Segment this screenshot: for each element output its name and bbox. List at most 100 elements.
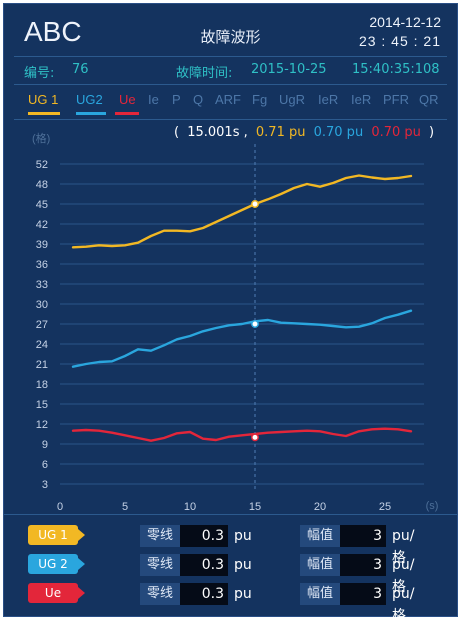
tab-active-indicator bbox=[115, 112, 139, 115]
y-tick-label: 6 bbox=[42, 459, 48, 471]
channel-tag[interactable]: UG 2 bbox=[28, 554, 78, 574]
amplitude-unit: pu/格 bbox=[392, 557, 415, 595]
amplitude-label: 幅值 bbox=[300, 554, 340, 576]
series-line-1 bbox=[71, 309, 413, 368]
tab-ier-2[interactable]: IeR bbox=[351, 92, 371, 107]
tab-label: PFR bbox=[383, 92, 409, 107]
zero-line-label: 零线 bbox=[140, 525, 180, 547]
fault-waveform-screen: ABC 故障波形 2014-12-12 23 : 45 : 21 编号: 76 … bbox=[3, 3, 459, 624]
y-tick-label: 9 bbox=[42, 439, 48, 451]
fault-time-label: 故障时间: bbox=[176, 66, 233, 81]
current-time: 23 : 45 : 21 bbox=[358, 33, 441, 49]
tab-arf[interactable]: ARF bbox=[215, 92, 241, 107]
y-tick-label: 18 bbox=[36, 379, 48, 391]
zero-line-value[interactable]: 0.3 bbox=[180, 525, 228, 547]
tab-label: P bbox=[172, 92, 181, 107]
tab-fg[interactable]: Fg bbox=[252, 92, 267, 107]
zero-line-value[interactable]: 0.3 bbox=[180, 554, 228, 576]
series-line-0 bbox=[71, 174, 413, 249]
readout-time: 15.001s , bbox=[187, 125, 248, 140]
header-divider bbox=[14, 56, 447, 57]
amplitude-value[interactable]: 3 bbox=[340, 554, 386, 576]
current-date: 2014-12-12 bbox=[369, 14, 441, 30]
tab-active-indicator bbox=[28, 112, 60, 115]
cursor-point-2 bbox=[251, 433, 259, 442]
tab-label: UG 1 bbox=[28, 92, 59, 107]
readout-open: ( bbox=[174, 125, 180, 140]
zero-line-unit: pu bbox=[234, 586, 252, 602]
y-tick-label: 12 bbox=[36, 419, 48, 431]
readout-ue: 0.70 pu bbox=[371, 125, 421, 140]
series-line-2 bbox=[71, 427, 413, 442]
cursor-point-0 bbox=[251, 200, 259, 208]
record-number-label: 编号: bbox=[24, 66, 55, 81]
tab-ugr[interactable]: UgR bbox=[279, 92, 305, 107]
tab-label: IeR bbox=[351, 92, 372, 107]
tab-qr[interactable]: QR bbox=[419, 92, 439, 107]
chart-grid bbox=[60, 163, 424, 485]
chart-series bbox=[71, 174, 413, 442]
zero-line-unit: pu bbox=[234, 557, 252, 573]
y-tick-label: 48 bbox=[36, 179, 48, 191]
readout-ug2: 0.70 pu bbox=[313, 125, 364, 140]
tab-label: UgR bbox=[279, 92, 306, 107]
channel-tag-arrow-icon bbox=[78, 529, 85, 541]
amplitude-label: 幅值 bbox=[300, 525, 340, 547]
y-tick-label: 21 bbox=[36, 359, 48, 371]
info-divider bbox=[14, 84, 447, 85]
tab-q[interactable]: Q bbox=[193, 92, 203, 107]
y-tick-label: 30 bbox=[36, 299, 48, 311]
readout-close: ) bbox=[429, 125, 435, 140]
tab-ier-1[interactable]: IeR bbox=[318, 92, 338, 107]
tab-label: Ie bbox=[148, 92, 159, 107]
zero-line-label: 零线 bbox=[140, 583, 180, 605]
y-tick-label: 3 bbox=[42, 479, 48, 491]
y-tick-label: 52 bbox=[36, 159, 48, 171]
channel-tab-bar: UG 1 UG2 Ue Ie P Q ARF Fg UgR IeR IeR PF… bbox=[26, 92, 446, 116]
tab-label: IeR bbox=[318, 92, 339, 107]
y-tick-label: 33 bbox=[36, 279, 48, 291]
x-tick-label: 10 bbox=[184, 501, 196, 513]
y-tick-label: 15 bbox=[36, 399, 48, 411]
zero-line-unit: pu bbox=[234, 528, 252, 544]
x-tick-label: 0 bbox=[57, 501, 63, 513]
tab-ug2[interactable]: UG2 bbox=[76, 92, 106, 115]
channel-tag[interactable]: UG 1 bbox=[28, 525, 78, 545]
y-tick-label: 36 bbox=[36, 259, 48, 271]
x-tick-label: 15 bbox=[249, 501, 261, 513]
amplitude-label: 幅值 bbox=[300, 583, 340, 605]
x-tick-label: 25 bbox=[379, 501, 391, 513]
tab-ug1[interactable]: UG 1 bbox=[28, 92, 60, 115]
x-tick-label: 20 bbox=[314, 501, 326, 513]
tab-label: ARF bbox=[215, 92, 241, 107]
y-tick-label: 27 bbox=[36, 319, 48, 331]
tab-p[interactable]: P bbox=[172, 92, 181, 107]
tab-label: Ue bbox=[119, 92, 136, 107]
tab-divider bbox=[14, 119, 447, 120]
tab-label: QR bbox=[419, 92, 439, 107]
fault-date: 2015-10-25 bbox=[251, 62, 327, 77]
channel-tag[interactable]: Ue bbox=[28, 583, 78, 603]
cursor-readout: ( 15.001s , 0.71 pu 0.70 pu 0.70 pu ) bbox=[174, 125, 438, 140]
tab-ue[interactable]: Ue bbox=[115, 92, 139, 115]
tab-label: Fg bbox=[252, 92, 268, 107]
cursor-point-1 bbox=[251, 320, 259, 328]
channel-tag-arrow-icon bbox=[78, 558, 85, 570]
y-tick-label: 45 bbox=[36, 199, 48, 211]
x-axis-label: (s) bbox=[426, 500, 439, 512]
tab-ie[interactable]: Ie bbox=[148, 92, 159, 107]
y-tick-label: 39 bbox=[36, 239, 48, 251]
record-number-value: 76 bbox=[72, 62, 89, 77]
amplitude-unit: pu/格 bbox=[392, 586, 415, 624]
zero-line-value[interactable]: 0.3 bbox=[180, 583, 228, 605]
chart-cursor[interactable] bbox=[251, 144, 259, 492]
amplitude-value[interactable]: 3 bbox=[340, 583, 386, 605]
tab-pfr[interactable]: PFR bbox=[383, 92, 409, 107]
y-axis-label: (格) bbox=[32, 131, 50, 145]
amplitude-value[interactable]: 3 bbox=[340, 525, 386, 547]
tab-label: UG2 bbox=[76, 92, 103, 107]
x-tick-label: 5 bbox=[122, 501, 128, 513]
chart-bottom-divider bbox=[4, 514, 457, 515]
zero-line-label: 零线 bbox=[140, 554, 180, 576]
